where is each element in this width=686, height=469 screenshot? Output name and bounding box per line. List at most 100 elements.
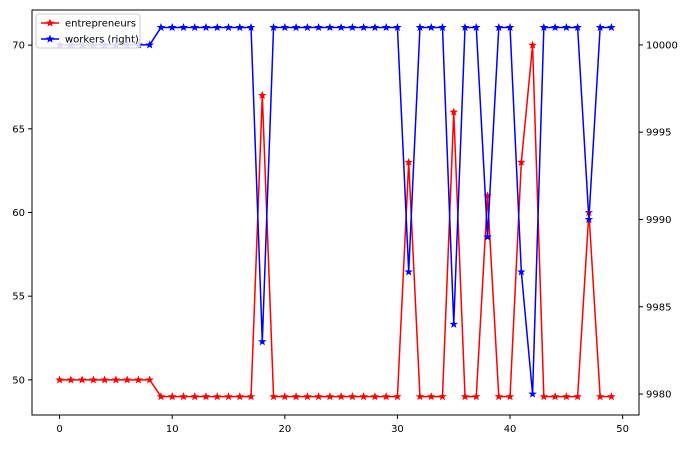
series-point (336, 23, 346, 32)
series-point (359, 23, 368, 32)
series-point (404, 157, 413, 166)
series-point (122, 375, 132, 384)
series-point (66, 375, 76, 384)
series-point (348, 23, 357, 32)
series-point (607, 392, 616, 401)
series-point (449, 319, 458, 328)
series-point (269, 23, 278, 32)
series-point (381, 392, 391, 401)
series-point (134, 375, 143, 384)
series-point (438, 392, 447, 401)
series-point (258, 90, 267, 99)
series-point (415, 392, 425, 401)
series-point (280, 23, 290, 32)
series-point (167, 23, 177, 32)
x-tick-label: 40 (504, 424, 517, 435)
series-point (460, 392, 470, 401)
series-point (505, 392, 515, 401)
series-point (145, 40, 154, 49)
series-point (89, 375, 98, 384)
series-point (393, 392, 402, 401)
series-point (280, 392, 290, 401)
x-tick-label: 20 (278, 424, 291, 435)
y-right-tick-label: 9990 (646, 215, 671, 226)
series-point (258, 337, 267, 346)
series-point (528, 40, 537, 49)
series-point (562, 392, 571, 401)
series-point (314, 392, 323, 401)
series-point (573, 392, 582, 401)
series-point (269, 392, 278, 401)
x-tick-label: 50 (616, 424, 629, 435)
series-line (59, 26, 612, 395)
series-point (472, 23, 481, 32)
series-point (539, 23, 549, 32)
y-left-tick-label: 60 (12, 208, 25, 219)
legend-label: workers (right) (65, 35, 139, 46)
x-tick-label: 30 (391, 424, 404, 435)
series-point (550, 392, 560, 401)
series-point (517, 157, 526, 166)
series-point (224, 23, 233, 32)
series-point (201, 392, 211, 401)
series-point (145, 375, 154, 384)
series-point (381, 23, 391, 32)
series-point (77, 375, 87, 384)
series-layer (55, 23, 616, 401)
series-point (303, 392, 312, 401)
y-left-tick-label: 65 (12, 124, 25, 135)
series-point (246, 23, 256, 32)
series-point (550, 23, 560, 32)
series-point (303, 23, 312, 32)
series-1 (55, 40, 616, 401)
y-right-tick-label: 9980 (646, 390, 671, 401)
series-point (505, 23, 515, 32)
series-point (179, 23, 188, 32)
series-point (111, 375, 121, 384)
series-point (584, 215, 594, 224)
series-point (426, 23, 436, 32)
series-point (595, 392, 605, 401)
series-point (156, 23, 166, 32)
series-point (325, 23, 335, 32)
series-point (167, 392, 177, 401)
series-point (438, 23, 447, 32)
series-point (472, 392, 481, 401)
series-point (449, 107, 458, 116)
series-point (426, 392, 436, 401)
series-point (370, 23, 380, 32)
series-point (562, 23, 571, 32)
series-point (573, 23, 582, 32)
series-point (404, 267, 413, 276)
series-point (607, 23, 616, 32)
series-point (190, 23, 199, 32)
x-axis: 0 10 20 30 40 50 (56, 415, 629, 435)
series-point (348, 392, 357, 401)
series-point (213, 392, 222, 401)
y-left-tick-label: 70 (12, 41, 25, 52)
legend-swatch-marker (45, 34, 55, 43)
legend-swatch-marker (45, 18, 55, 27)
series-point (336, 392, 346, 401)
series-point (224, 392, 233, 401)
series-point (539, 392, 549, 401)
series-point (370, 392, 380, 401)
series-point (494, 392, 504, 401)
series-point (595, 23, 605, 32)
series-point (314, 23, 323, 32)
series-point (415, 23, 425, 32)
y-axis-left: 50 55 60 65 70 (12, 41, 32, 386)
series-point (483, 232, 492, 241)
y-right-tick-label: 9985 (646, 302, 671, 313)
x-tick-label: 10 (166, 424, 179, 435)
series-point (291, 392, 301, 401)
y-right-tick-label: 9995 (646, 128, 671, 139)
series-point (55, 375, 64, 384)
series-point (156, 392, 166, 401)
series-point (517, 267, 526, 276)
y-axis-right: 9980 9985 9990 9995 10000 (639, 40, 678, 401)
series-point (246, 392, 256, 401)
series-point (494, 23, 504, 32)
series-point (235, 392, 245, 401)
